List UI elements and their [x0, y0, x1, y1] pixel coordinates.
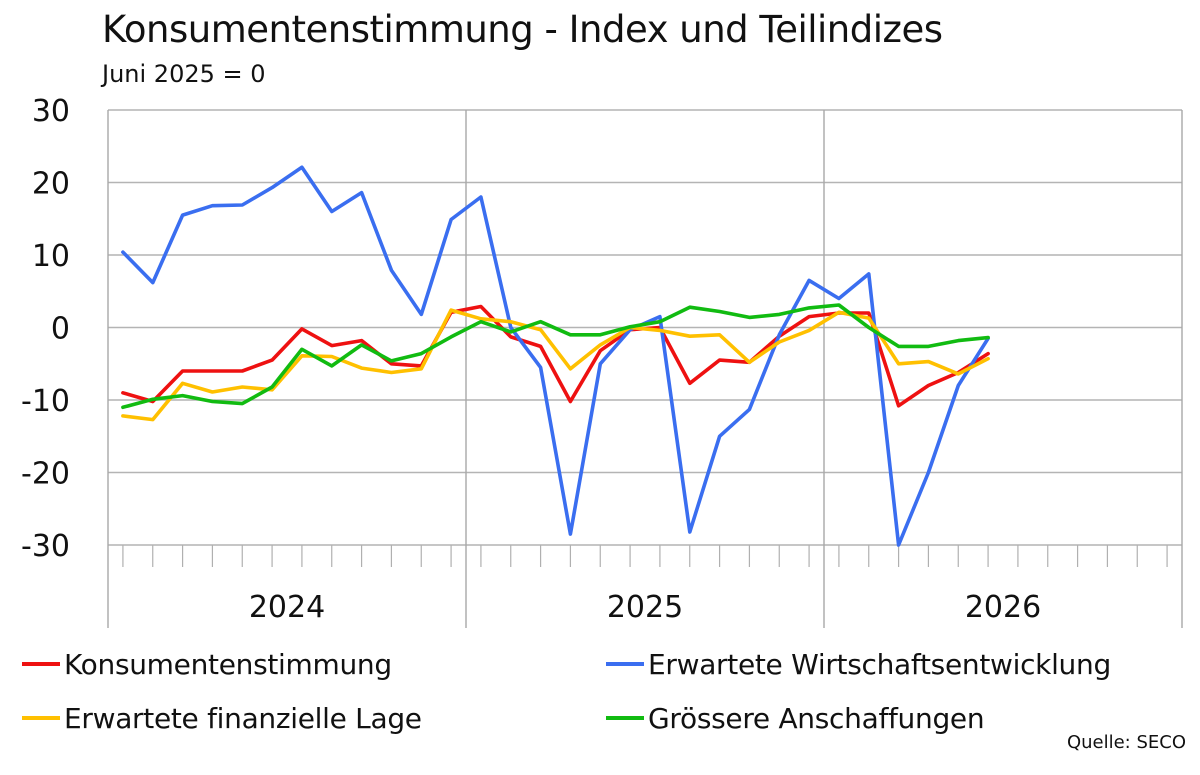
source-note: Quelle: SECO [1066, 732, 1186, 753]
grid-lines [107, 109, 1183, 628]
axes [122, 545, 1168, 567]
legend-swatch-1 [606, 662, 644, 666]
chart-subtitle: Juni 2025 = 0 [102, 60, 266, 88]
y-tick-label: 0 [51, 312, 70, 347]
y-tick-label: -10 [21, 384, 70, 419]
legend-swatch-3 [606, 716, 644, 720]
y-tick-label: -30 [21, 529, 70, 564]
legend-label-0: Konsumentenstimmung [64, 647, 392, 681]
y-tick-label: -20 [21, 457, 70, 492]
legend-item-3: Grössere Anschaffungen [606, 698, 985, 738]
legend-item-1: Erwartete Wirtschaftsentwicklung [606, 644, 1111, 684]
y-tick-label: 20 [32, 167, 70, 202]
series-line-3 [121, 303, 990, 410]
legend-item-0: Konsumentenstimmung [22, 644, 392, 684]
legend-swatch-2 [22, 716, 60, 720]
x-tick-label: 2026 [965, 590, 1041, 625]
y-tick-label: 30 [32, 94, 70, 129]
tick-labels: 30 20 10 0 -10 -20 -30 2024 2025 2026 [21, 94, 1041, 625]
legend-label-1: Erwartete Wirtschaftsentwicklung [648, 647, 1111, 681]
y-tick-label: 10 [32, 239, 70, 274]
series-lines [121, 165, 990, 547]
legend-item-2: Erwartete finanzielle Lage [22, 698, 422, 738]
x-tick-label: 2024 [249, 590, 325, 625]
x-tick-label: 2025 [607, 590, 683, 625]
legend-swatch-0 [22, 662, 60, 666]
legend-label-2: Erwartete finanzielle Lage [64, 701, 422, 735]
series-line-1 [121, 165, 990, 547]
chart-title: Konsumentenstimmung - Index und Teilindi… [102, 8, 943, 51]
legend-label-3: Grössere Anschaffungen [648, 701, 985, 735]
